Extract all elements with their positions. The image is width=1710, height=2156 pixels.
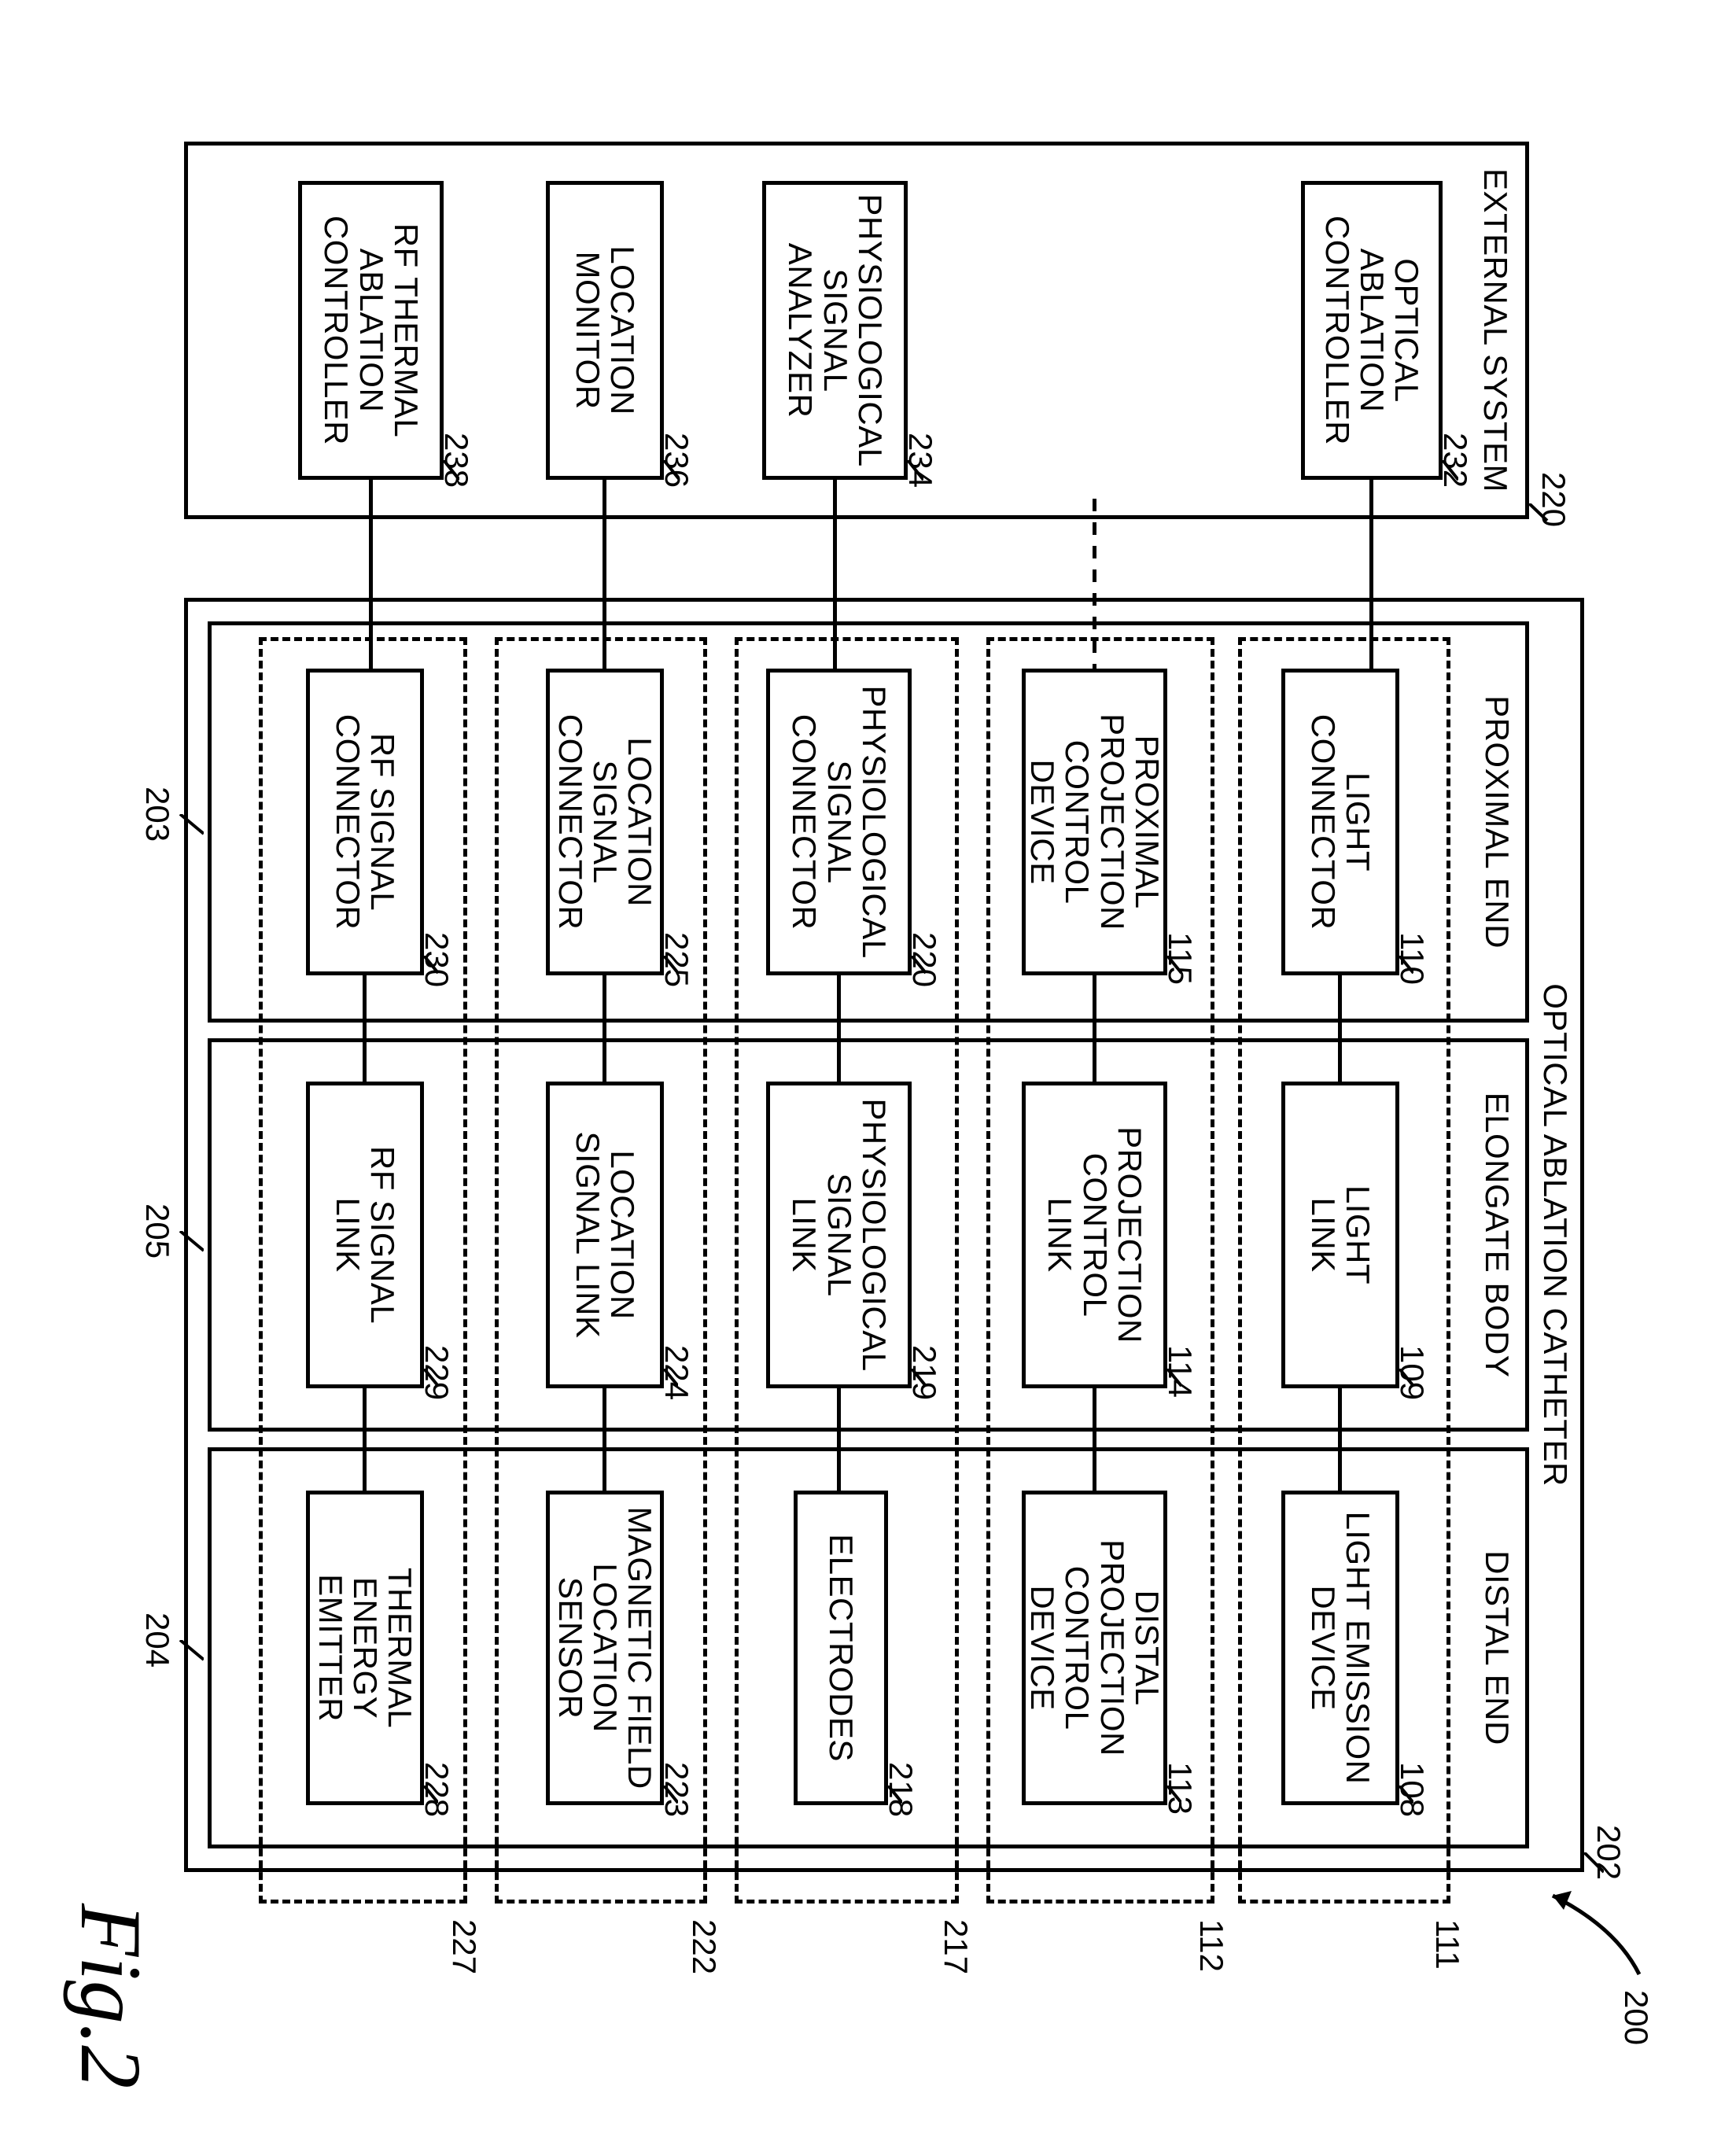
leader-line-icon — [1517, 503, 1549, 535]
connector-line — [603, 480, 606, 669]
physio-connector-box: PHYSIOLOGICAL SIGNAL CONNECTOR — [766, 669, 912, 975]
overall-ref: 200 — [1617, 1990, 1655, 2045]
rf-link-label: RF SIGNAL LINK — [330, 1146, 400, 1324]
diagram-canvas: 200 EXTERNAL SYSTEM 220 OPTICAL ABLATION… — [0, 0, 1710, 1710]
elongate-body-label: ELONGATE BODY — [1480, 1093, 1514, 1378]
distal-end-label: DISTAL END — [1480, 1550, 1514, 1745]
leader-line-icon — [416, 1786, 438, 1813]
leader-line-icon — [1159, 956, 1181, 983]
leader-line-icon — [904, 1369, 926, 1396]
electrodes-label: ELECTRODES — [824, 1534, 858, 1762]
thermal-emitter-box: THERMAL ENERGY EMITTER — [306, 1491, 424, 1805]
location-monitor-label: LOCATION MONITOR — [570, 245, 639, 415]
rf-connector-label: RF SIGNAL CONNECTOR — [330, 714, 400, 930]
leader-line-icon — [416, 956, 438, 983]
leader-line-icon — [172, 1640, 204, 1671]
connector-line — [1338, 975, 1342, 1082]
rf-thermal-controller-label: RF THERMAL ABLATION CONTROLLER — [319, 216, 422, 445]
figure-label: Fig.2 — [61, 1904, 160, 2088]
location-sensor-box: MAGNETIC FIELD LOCATION SENSOR — [546, 1491, 664, 1805]
physio-link-label: PHYSIOLOGICAL SIGNAL LINK — [787, 1098, 890, 1371]
connector-line — [837, 1388, 841, 1491]
leader-line-icon — [416, 1369, 438, 1396]
prox-projection-label: PROXIMAL PROJECTION CONTROL DEVICE — [1025, 677, 1163, 967]
connector-line — [1338, 1388, 1342, 1491]
location-connector-box: LOCATION SIGNAL CONNECTOR — [546, 669, 664, 975]
light-connector-box: LIGHT CONNECTOR — [1281, 669, 1399, 975]
catheter-title: OPTICAL ABLATION CATHETER — [1538, 983, 1572, 1487]
location-sensor-label: MAGNETIC FIELD LOCATION SENSOR — [553, 1499, 657, 1797]
thermal-emitter-label: THERMAL ENERGY EMITTER — [313, 1499, 417, 1797]
leader-line-icon — [904, 956, 926, 983]
light-connector-label: LIGHT CONNECTOR — [1306, 714, 1375, 930]
physio-link-box: PHYSIOLOGICAL SIGNAL LINK — [766, 1082, 912, 1388]
connector-line — [1093, 975, 1096, 1082]
connector-dashed-line — [1093, 499, 1096, 669]
row-projection-ref: 112 — [1192, 1919, 1230, 1972]
location-link-label: LOCATION SIGNAL LINK — [570, 1131, 639, 1338]
leader-line-icon — [656, 1786, 678, 1813]
connector-line — [363, 975, 367, 1082]
leader-line-icon — [172, 1231, 204, 1262]
leader-line-icon — [656, 1369, 678, 1396]
connector-line — [603, 1388, 606, 1491]
leader-line-icon — [436, 460, 459, 492]
leader-line-icon — [172, 814, 204, 846]
leader-line-icon — [1576, 1852, 1604, 1884]
leader-line-icon — [1391, 956, 1413, 983]
connector-line — [833, 480, 837, 669]
connector-line — [603, 975, 606, 1082]
connector-line — [837, 975, 841, 1082]
connector-line — [369, 480, 373, 669]
light-emission-box: LIGHT EMISSION DEVICE — [1281, 1491, 1399, 1805]
physio-analyzer-box: PHYSIOLOGICAL SIGNAL ANALYZER — [762, 181, 908, 480]
leader-line-icon — [656, 956, 678, 983]
proximal-end-label: PROXIMAL END — [1480, 695, 1514, 949]
light-link-label: LIGHT LINK — [1306, 1185, 1375, 1284]
leader-line-icon — [1159, 1369, 1181, 1396]
row-location-ref: 222 — [685, 1919, 723, 1974]
leader-line-icon — [1391, 1369, 1413, 1396]
projection-link-label: PROJECTION CONTROL LINK — [1042, 1126, 1146, 1343]
optical-ablation-controller-label: OPTICAL ABLATION CONTROLLER — [1320, 216, 1424, 445]
location-connector-label: LOCATION SIGNAL CONNECTOR — [553, 677, 657, 967]
elongate-body-ref: 205 — [138, 1203, 176, 1259]
distal-end-ref: 204 — [138, 1612, 176, 1668]
leader-line-icon — [1435, 460, 1458, 492]
leader-line-icon — [1391, 1786, 1413, 1813]
row-optical-ref: 111 — [1428, 1919, 1466, 1970]
connector-line — [1093, 1388, 1096, 1491]
leader-arrow-icon — [1537, 1880, 1647, 1990]
connector-line — [1369, 480, 1373, 669]
light-link-box: LIGHT LINK — [1281, 1082, 1399, 1388]
proximal-end-ref: 203 — [138, 787, 176, 842]
external-system-title: EXTERNAL SYSTEM — [1478, 168, 1513, 492]
physio-analyzer-label: PHYSIOLOGICAL SIGNAL ANALYZER — [783, 193, 886, 466]
light-emission-label: LIGHT EMISSION DEVICE — [1306, 1512, 1375, 1785]
location-monitor-box: LOCATION MONITOR — [546, 181, 664, 480]
optical-ablation-controller-box: OPTICAL ABLATION CONTROLLER — [1301, 181, 1443, 480]
projection-link-box: PROJECTION CONTROL LINK — [1022, 1082, 1167, 1388]
rf-link-box: RF SIGNAL LINK — [306, 1082, 424, 1388]
row-rf-ref: 227 — [445, 1919, 483, 1974]
electrodes-box: ELECTRODES — [794, 1491, 888, 1805]
leader-line-icon — [656, 460, 680, 492]
leader-line-icon — [1159, 1786, 1181, 1813]
connector-line — [363, 1388, 367, 1491]
location-link-box: LOCATION SIGNAL LINK — [546, 1082, 664, 1388]
rf-connector-box: RF SIGNAL CONNECTOR — [306, 669, 424, 975]
distal-projection-label: DISTAL PROJECTION CONTROL DEVICE — [1025, 1499, 1163, 1797]
prox-projection-box: PROXIMAL PROJECTION CONTROL DEVICE — [1022, 669, 1167, 975]
leader-line-icon — [900, 460, 923, 492]
rf-thermal-controller-box: RF THERMAL ABLATION CONTROLLER — [298, 181, 444, 480]
physio-connector-label: PHYSIOLOGICAL SIGNAL CONNECTOR — [787, 685, 890, 958]
row-physio-ref: 217 — [937, 1919, 975, 1974]
distal-projection-box: DISTAL PROJECTION CONTROL DEVICE — [1022, 1491, 1167, 1805]
leader-line-icon — [880, 1786, 902, 1813]
